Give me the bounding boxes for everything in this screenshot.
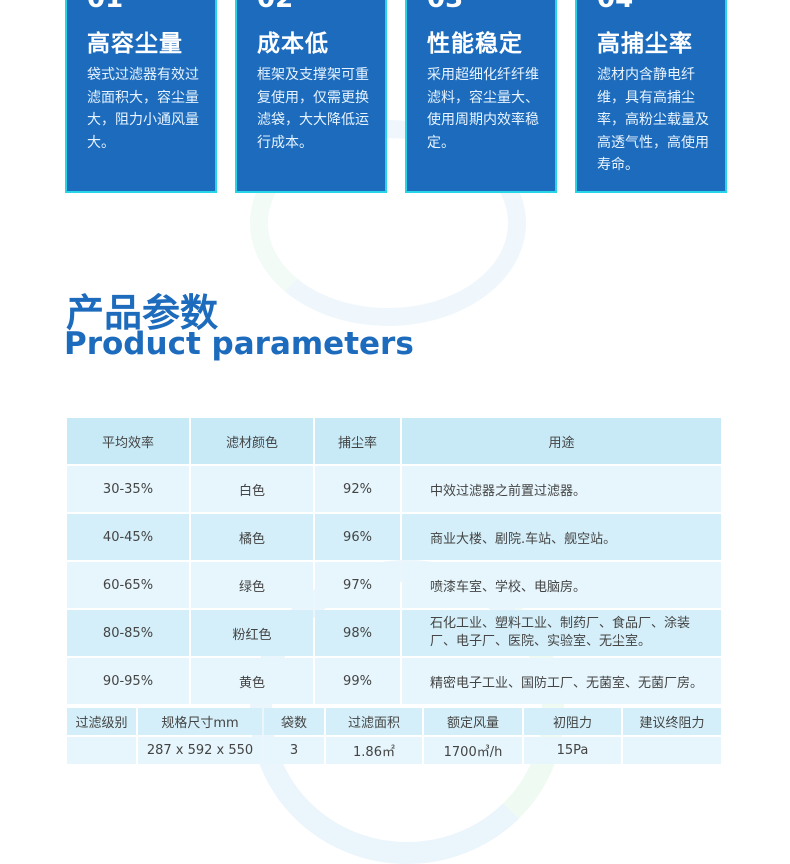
cell: 98% bbox=[315, 610, 400, 656]
cell: 3 bbox=[264, 737, 324, 764]
cell: 96% bbox=[315, 514, 400, 560]
cell: 90-95% bbox=[67, 658, 189, 704]
cell bbox=[67, 737, 136, 764]
header-cell: 平均效率 bbox=[67, 418, 189, 464]
cell: 97% bbox=[315, 562, 400, 608]
cell: 绿色 bbox=[191, 562, 313, 608]
section-title-en: Product parameters bbox=[64, 326, 414, 362]
header-cell: 规格尺寸mm bbox=[138, 708, 262, 735]
cell: 白色 bbox=[191, 466, 313, 512]
header-cell: 过滤级别 bbox=[67, 708, 136, 735]
cell: 287 x 592 x 550 bbox=[138, 737, 262, 764]
cell: 99% bbox=[315, 658, 400, 704]
card-title: 成本低 bbox=[257, 31, 329, 57]
table-row: 40-45% 橘色 96% 商业大楼、剧院.车站、舰空站。 bbox=[67, 514, 721, 560]
cell: 石化工业、塑料工业、制药厂、食品厂、涂装厂、电子厂、医院、实验室、无尘室。 bbox=[402, 610, 721, 656]
card-desc: 滤材内含静电纤维，具有高捕尘率，高粉尘载量及高透气性，高使用寿命。 bbox=[597, 67, 709, 173]
header-cell: 用途 bbox=[402, 418, 721, 464]
table-row: 90-95% 黄色 99% 精密电子工业、国防工厂、无菌室、无菌厂房。 bbox=[67, 658, 721, 704]
cell: 中效过滤器之前置过滤器。 bbox=[402, 466, 721, 512]
card-title: 高捕尘率 bbox=[597, 31, 693, 57]
params-table: 平均效率 滤材颜色 捕尘率 用途 30-35% 白色 92% 中效过滤器之前置过滤器。 40… bbox=[65, 416, 723, 706]
card-number: 01 bbox=[87, 0, 123, 14]
cell: 1.86㎡ bbox=[326, 737, 422, 764]
card-desc: 袋式过滤器有效过滤面积大，容尘量大，阻力小通风量大。 bbox=[87, 67, 199, 151]
cell bbox=[623, 737, 721, 764]
cell: 喷漆车室、学校、电脑房。 bbox=[402, 562, 721, 608]
cell: 40-45% bbox=[67, 514, 189, 560]
cell: 橘色 bbox=[191, 514, 313, 560]
table-row: 287 x 592 x 550 3 1.86㎡ 1700㎥/h 15Pa bbox=[67, 737, 721, 764]
header-cell: 捕尘率 bbox=[315, 418, 400, 464]
header-cell: 额定风量 bbox=[424, 708, 522, 735]
card-title: 性能稳定 bbox=[427, 31, 523, 57]
header-cell: 过滤面积 bbox=[326, 708, 422, 735]
cell: 92% bbox=[315, 466, 400, 512]
card-number: 03 bbox=[427, 0, 463, 14]
header-cell: 建议终阻力 bbox=[623, 708, 721, 735]
card-desc: 框架及支撑架可重复使用，仅需更换滤袋，大大降低运行成本。 bbox=[257, 67, 369, 151]
card-number: 02 bbox=[257, 0, 293, 14]
card-title: 高容尘量 bbox=[87, 31, 183, 57]
cell: 粉红色 bbox=[191, 610, 313, 656]
table-header-row: 平均效率 滤材颜色 捕尘率 用途 bbox=[67, 418, 721, 464]
cell: 精密电子工业、国防工厂、无菌室、无菌厂房。 bbox=[402, 658, 721, 704]
table-row: 60-65% 绿色 97% 喷漆车室、学校、电脑房。 bbox=[67, 562, 721, 608]
section-title-cn: 产品参数 bbox=[66, 291, 219, 335]
header-cell: 初阻力 bbox=[524, 708, 621, 735]
cell: 商业大楼、剧院.车站、舰空站。 bbox=[402, 514, 721, 560]
header-cell: 滤材颜色 bbox=[191, 418, 313, 464]
table-row: 80-85% 粉红色 98% 石化工业、塑料工业、制药厂、食品厂、涂装厂、电子厂、医院… bbox=[67, 610, 721, 656]
cell: 1700㎥/h bbox=[424, 737, 522, 764]
cell: 30-35% bbox=[67, 466, 189, 512]
spec-table: 过滤级别 规格尺寸mm 袋数 过滤面积 额定风量 初阻力 建议终阻力 287 x 592 x… bbox=[65, 706, 723, 766]
cell: 60-65% bbox=[67, 562, 189, 608]
card-number: 04 bbox=[597, 0, 633, 14]
header-cell: 袋数 bbox=[264, 708, 324, 735]
cell: 15Pa bbox=[524, 737, 621, 764]
card-desc: 采用超细化纤纤维滤料，容尘量大、使用周期内效率稳定。 bbox=[427, 67, 539, 151]
table-row: 30-35% 白色 92% 中效过滤器之前置过滤器。 bbox=[67, 466, 721, 512]
cell: 80-85% bbox=[67, 610, 189, 656]
cell: 黄色 bbox=[191, 658, 313, 704]
table-header-row: 过滤级别 规格尺寸mm 袋数 过滤面积 额定风量 初阻力 建议终阻力 bbox=[67, 708, 721, 735]
